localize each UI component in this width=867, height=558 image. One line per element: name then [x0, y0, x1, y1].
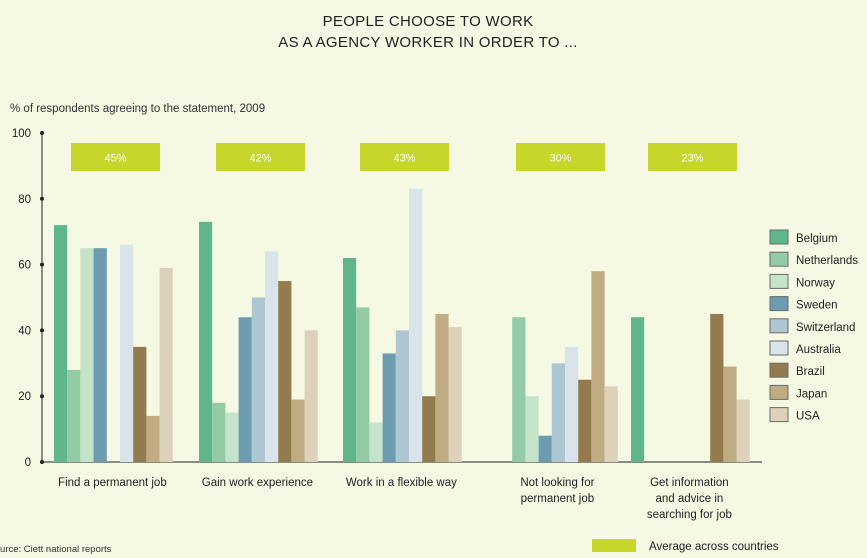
bar-usa — [159, 267, 173, 462]
y-tick-mark — [40, 131, 44, 135]
chart-title-line-1: PEOPLE CHOOSE TO WORK — [323, 13, 534, 30]
bar-australia — [120, 244, 134, 462]
average-legend: Average across countries — [592, 539, 779, 553]
legend-swatch — [769, 296, 789, 312]
average-box — [648, 143, 737, 171]
bar-netherlands — [356, 307, 370, 462]
bar-belgium — [54, 225, 68, 462]
category-label: Get information — [650, 477, 729, 489]
average-boxes: 45% 42% 43% 30% 23% — [71, 143, 737, 171]
average-box — [360, 143, 449, 171]
y-tick-mark — [40, 394, 44, 399]
legend-swatch — [769, 362, 789, 378]
bar-sweden — [382, 353, 396, 462]
legend-label: USA — [796, 411, 820, 423]
bar-switzerland — [395, 330, 409, 462]
bar-japan — [435, 313, 449, 462]
average-value-label: 45% — [104, 153, 126, 165]
legend-swatch — [769, 229, 789, 245]
category-label: Work in a flexible way — [346, 477, 457, 489]
category-label: and advice in — [656, 493, 724, 505]
average-value-label: 42% — [249, 153, 271, 165]
bar-brazil — [578, 379, 592, 462]
y-axis-label: % of respondents agreeing to the stateme… — [10, 103, 265, 115]
legend-label: Brazil — [796, 366, 825, 378]
y-tick-label: 60 — [18, 260, 31, 272]
average-value-label: 23% — [681, 153, 703, 165]
legend-label: Japan — [796, 388, 827, 400]
bar-japan — [723, 366, 737, 462]
chart-title-line-2: AS A AGENCY WORKER IN ORDER TO ... — [278, 34, 577, 51]
bar-sweden — [538, 435, 552, 462]
bars — [54, 188, 750, 462]
legend-label: Australia — [796, 344, 841, 356]
y-tick-label: 0 — [25, 457, 31, 469]
bar-usa — [304, 330, 318, 462]
bar-belgium — [631, 317, 645, 462]
average-value-label: 30% — [549, 153, 571, 165]
bar-switzerland — [551, 363, 565, 462]
source-note: urce: Ciett national reports — [0, 544, 112, 555]
bar-australia — [409, 188, 423, 462]
average-box — [216, 143, 305, 171]
bar-norway — [225, 412, 239, 462]
bar-belgium — [199, 221, 213, 462]
y-tick-label: 80 — [18, 194, 31, 206]
bar-netherlands — [512, 317, 526, 462]
y-tick-mark — [40, 262, 44, 267]
bar-brazil — [133, 346, 147, 462]
legend-swatch — [769, 273, 789, 289]
legend-label: Switzerland — [796, 322, 855, 334]
y-tick-label: 100 — [12, 128, 31, 140]
bar-switzerland — [251, 297, 265, 462]
category-label: searching for job — [647, 509, 732, 521]
bar-belgium — [343, 258, 357, 462]
y-tick-mark — [40, 196, 44, 201]
bar-australia — [565, 346, 579, 462]
bar-japan — [291, 399, 305, 462]
legend-label: Netherlands — [796, 255, 858, 267]
legend-label: Belgium — [796, 233, 838, 245]
legend-swatch — [769, 407, 789, 423]
bar-brazil — [278, 281, 292, 462]
legend: Belgium Netherlands Norway Sweden Switzerlan… — [769, 229, 858, 423]
average-box — [71, 143, 160, 171]
legend-swatch — [769, 384, 789, 400]
y-tick-label: 20 — [18, 391, 31, 403]
legend-label: Sweden — [796, 300, 838, 312]
category-label: Find a permanent job — [58, 477, 167, 489]
bar-norway — [80, 248, 94, 462]
bar-sweden — [93, 248, 107, 462]
average-value-label: 43% — [393, 153, 415, 165]
average-box — [516, 143, 605, 171]
bar-japan — [591, 271, 605, 462]
legend-swatch — [769, 340, 789, 356]
bar-norway — [525, 396, 539, 462]
category-label: Gain work experience — [202, 477, 313, 489]
bar-netherlands — [212, 402, 226, 462]
bar-usa — [604, 386, 618, 462]
y-tick-mark — [40, 460, 44, 464]
bar-usa — [736, 399, 750, 462]
category-label: permanent job — [521, 493, 595, 505]
bar-netherlands — [67, 369, 81, 462]
legend-label: Norway — [796, 277, 835, 289]
y-tick-label: 40 — [18, 325, 31, 337]
bar-norway — [369, 422, 383, 462]
bar-australia — [265, 251, 279, 462]
bar-usa — [448, 327, 462, 462]
bar-sweden — [238, 317, 252, 462]
bar-brazil — [422, 396, 436, 462]
bar-brazil — [710, 313, 724, 462]
category-labels: Find a permanent job Gain work experience… — [58, 477, 732, 521]
average-legend-swatch — [592, 539, 636, 552]
legend-swatch — [769, 251, 789, 267]
average-legend-label: Average across countries — [649, 541, 779, 553]
category-label: Not looking for — [520, 477, 594, 489]
legend-swatch — [769, 318, 789, 334]
y-tick-mark — [40, 328, 44, 333]
bar-japan — [146, 415, 160, 462]
